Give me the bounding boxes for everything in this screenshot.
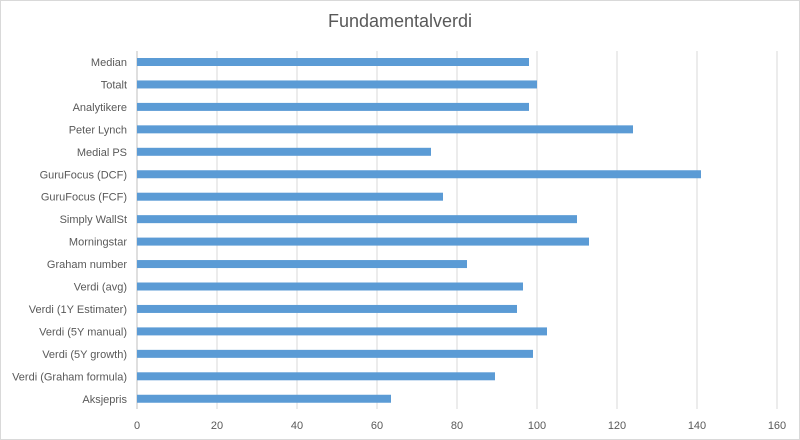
bar: [137, 102, 529, 111]
category-label: Verdi (avg): [74, 282, 127, 294]
category-label: Analytikere: [73, 102, 127, 114]
bar: [137, 260, 467, 269]
category-label: Simply WallSt: [60, 214, 127, 226]
bar: [137, 147, 431, 156]
category-label: Peter Lynch: [69, 124, 127, 136]
bar: [137, 304, 517, 313]
bar: [137, 237, 589, 246]
x-tick-label: 120: [608, 420, 626, 432]
category-label: Morningstar: [69, 237, 127, 249]
bar: [137, 282, 523, 291]
bar: [137, 80, 537, 89]
category-label: GuruFocus (DCF): [40, 169, 127, 181]
x-tick-label: 160: [768, 420, 786, 432]
bar: [137, 372, 495, 381]
bar: [137, 125, 633, 134]
chart-title: Fundamentalverdi: [327, 11, 473, 31]
bar: [137, 394, 391, 403]
category-label: Aksjepris: [82, 394, 127, 406]
bar: [137, 215, 577, 224]
bar: [137, 170, 701, 179]
bar: [137, 327, 547, 336]
category-label: Verdi (5Y growth): [42, 349, 127, 361]
category-label: Verdi (Graham formula): [12, 371, 127, 383]
category-label: Medial PS: [77, 147, 127, 159]
x-tick-label: 80: [451, 420, 463, 432]
category-label: Median: [91, 57, 127, 69]
x-tick-label: 60: [371, 420, 383, 432]
category-label: GuruFocus (FCF): [41, 192, 127, 204]
category-label: Verdi (1Y Estimater): [29, 304, 127, 316]
bar: [137, 349, 533, 358]
x-tick-label: 0: [134, 420, 140, 432]
category-label: Verdi (5Y manual): [39, 326, 127, 338]
x-tick-label: 100: [528, 420, 546, 432]
category-label: Totalt: [101, 79, 127, 91]
bar: [137, 192, 443, 201]
category-label: Graham number: [47, 259, 127, 271]
x-tick-label: 140: [688, 420, 706, 432]
x-tick-label: 40: [291, 420, 303, 432]
x-tick-label: 20: [211, 420, 223, 432]
bar: [137, 58, 529, 66]
